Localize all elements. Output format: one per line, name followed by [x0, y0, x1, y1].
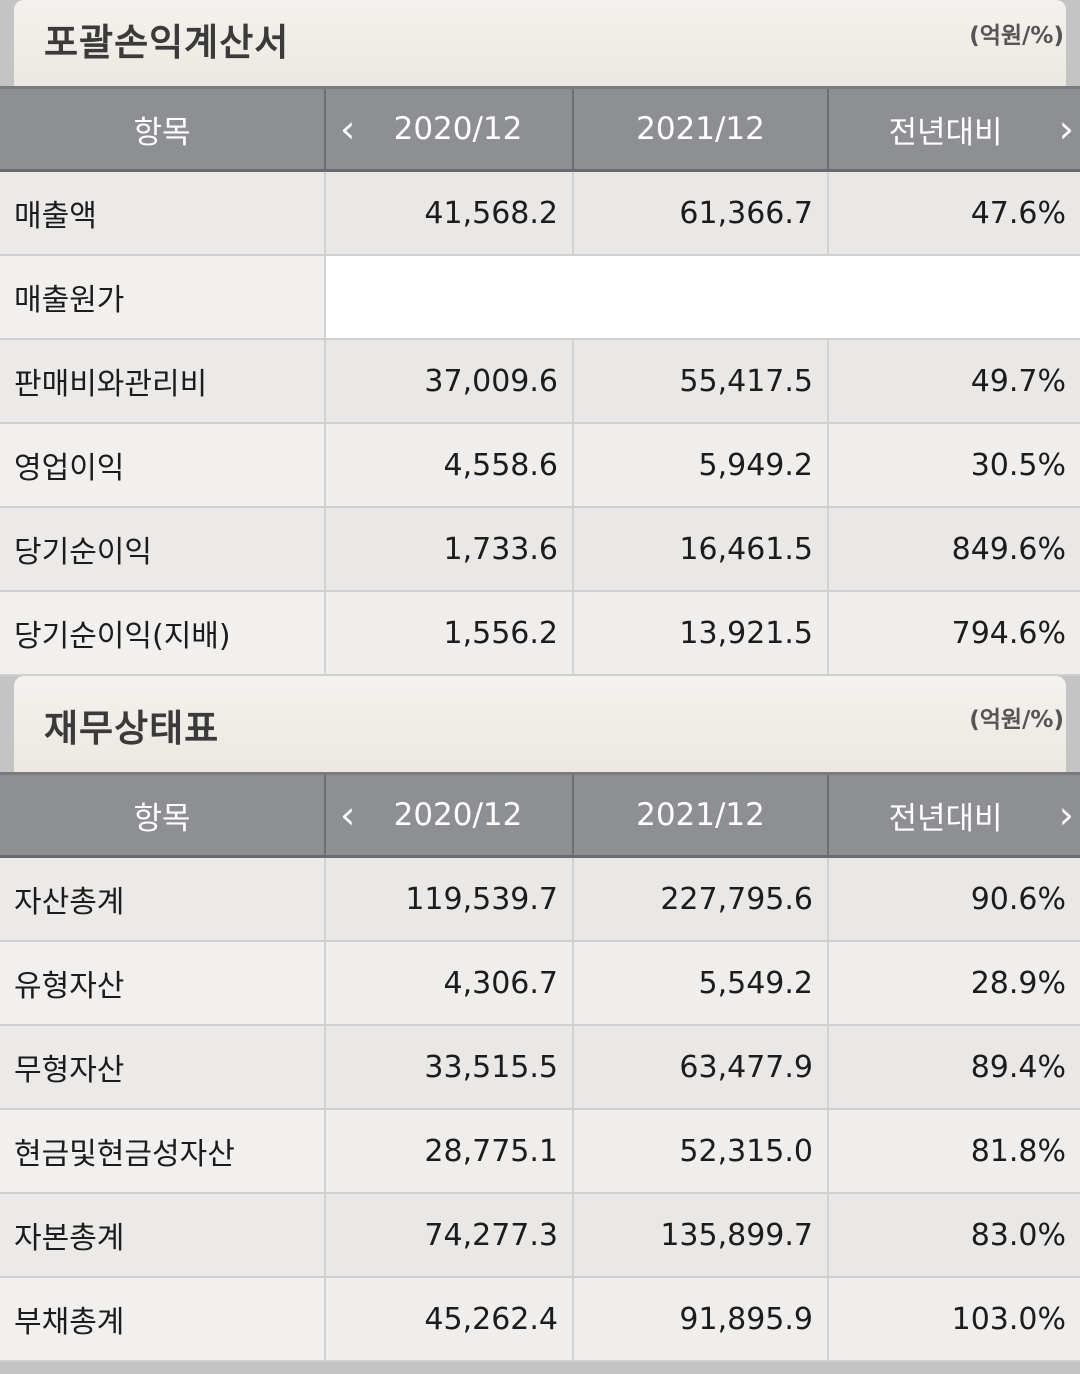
- balance-sheet-table: 항목 ‹ 2020/12 2021/12 전년대비 › 자산총계 119,539…: [0, 772, 1080, 1362]
- row-label: 판매비와관리비: [0, 339, 326, 424]
- empty-value-cell: [325, 255, 1080, 340]
- value-yoy: 30.5%: [828, 423, 1080, 508]
- table-row: 당기순이익(지배) 1,556.2 13,921.5 794.6%: [0, 591, 1080, 676]
- income-statement-unit: (억원/%): [969, 23, 1064, 49]
- table-row: 현금및현금성자산 28,775.1 52,315.0 81.8%: [0, 1109, 1080, 1194]
- row-label: 당기순이익: [0, 507, 326, 592]
- chevron-left-icon[interactable]: ‹: [340, 793, 356, 837]
- value-yoy: 28.9%: [828, 941, 1080, 1026]
- value-yoy: 794.6%: [828, 591, 1080, 676]
- column-header-yoy-label: 전년대비: [888, 800, 1003, 837]
- column-header-yoy[interactable]: 전년대비 ›: [828, 772, 1080, 858]
- table-row: 자본총계 74,277.3 135,899.7 83.0%: [0, 1193, 1080, 1278]
- table-row: 자산총계 119,539.7 227,795.6 90.6%: [0, 856, 1080, 942]
- value-2021: 135,899.7: [573, 1193, 829, 1278]
- table-row: 당기순이익 1,733.6 16,461.5 849.6%: [0, 507, 1080, 592]
- balance-sheet-title: 재무상태표: [44, 707, 220, 750]
- value-yoy: 90.6%: [828, 856, 1080, 942]
- column-header-item: 항목: [0, 772, 326, 858]
- value-2020: 28,775.1: [325, 1109, 574, 1194]
- table-row: 매출액 41,568.2 61,366.7 47.6%: [0, 170, 1080, 256]
- bottom-edge: [0, 1362, 1080, 1374]
- row-label: 현금및현금성자산: [0, 1109, 326, 1194]
- table-row: 무형자산 33,515.5 63,477.9 89.4%: [0, 1025, 1080, 1110]
- value-yoy: 83.0%: [828, 1193, 1080, 1278]
- balance-sheet-header-row: 항목 ‹ 2020/12 2021/12 전년대비 ›: [0, 772, 1080, 858]
- column-header-2021: 2021/12: [573, 772, 829, 858]
- value-yoy: 89.4%: [828, 1025, 1080, 1110]
- value-2020: 119,539.7: [325, 856, 574, 942]
- value-2021: 63,477.9: [573, 1025, 829, 1110]
- value-yoy: 849.6%: [828, 507, 1080, 592]
- row-label: 매출액: [0, 170, 326, 256]
- row-label: 부채총계: [0, 1277, 326, 1362]
- table-row: 유형자산 4,306.7 5,549.2 28.9%: [0, 941, 1080, 1026]
- row-label: 당기순이익(지배): [0, 591, 326, 676]
- chevron-right-icon[interactable]: ›: [1058, 793, 1074, 837]
- column-header-yoy-label: 전년대비: [888, 114, 1003, 151]
- chevron-left-icon[interactable]: ‹: [340, 107, 356, 151]
- value-2020: 4,306.7: [325, 941, 574, 1026]
- value-2020: 45,262.4: [325, 1277, 574, 1362]
- row-label: 자본총계: [0, 1193, 326, 1278]
- income-statement-table: 항목 ‹ 2020/12 2021/12 전년대비 › 매출액 41,568.2…: [0, 86, 1080, 676]
- balance-sheet-header: 재무상태표 (억원/%): [14, 676, 1066, 772]
- chevron-right-icon[interactable]: ›: [1058, 107, 1074, 151]
- row-label: 영업이익: [0, 423, 326, 508]
- row-label: 유형자산: [0, 941, 326, 1026]
- value-2020: 33,515.5: [325, 1025, 574, 1110]
- table-row: 판매비와관리비 37,009.6 55,417.5 49.7%: [0, 339, 1080, 424]
- column-header-item: 항목: [0, 86, 326, 172]
- value-2020: 37,009.6: [325, 339, 574, 424]
- value-yoy: 81.8%: [828, 1109, 1080, 1194]
- value-yoy: 47.6%: [828, 170, 1080, 256]
- value-yoy: 103.0%: [828, 1277, 1080, 1362]
- balance-sheet-unit: (억원/%): [969, 707, 1064, 733]
- row-label: 무형자산: [0, 1025, 326, 1110]
- income-statement-header-row: 항목 ‹ 2020/12 2021/12 전년대비 ›: [0, 86, 1080, 172]
- value-2021: 13,921.5: [573, 591, 829, 676]
- value-2020: 1,733.6: [325, 507, 574, 592]
- column-header-2020[interactable]: ‹ 2020/12: [325, 772, 574, 858]
- value-2021: 91,895.9: [573, 1277, 829, 1362]
- value-2020: 1,556.2: [325, 591, 574, 676]
- column-header-2020-label: 2020/12: [393, 797, 523, 833]
- table-row: 부채총계 45,262.4 91,895.9 103.0%: [0, 1277, 1080, 1362]
- table-row: 영업이익 4,558.6 5,949.2 30.5%: [0, 423, 1080, 508]
- value-2020: 74,277.3: [325, 1193, 574, 1278]
- income-statement-title: 포괄손익계산서: [44, 21, 290, 64]
- column-header-2020-label: 2020/12: [393, 111, 523, 147]
- value-2021: 55,417.5: [573, 339, 829, 424]
- value-2021: 52,315.0: [573, 1109, 829, 1194]
- column-header-2021: 2021/12: [573, 86, 829, 172]
- table-row: 매출원가: [0, 255, 1080, 340]
- row-label: 매출원가: [0, 255, 326, 340]
- income-statement-header: 포괄손익계산서 (억원/%): [14, 0, 1066, 86]
- column-header-2020[interactable]: ‹ 2020/12: [325, 86, 574, 172]
- value-2021: 61,366.7: [573, 170, 829, 256]
- value-2021: 5,549.2: [573, 941, 829, 1026]
- column-header-yoy[interactable]: 전년대비 ›: [828, 86, 1080, 172]
- value-2021: 16,461.5: [573, 507, 829, 592]
- row-label: 자산총계: [0, 856, 326, 942]
- value-2021: 5,949.2: [573, 423, 829, 508]
- value-2020: 4,558.6: [325, 423, 574, 508]
- value-yoy: 49.7%: [828, 339, 1080, 424]
- value-2020: 41,568.2: [325, 170, 574, 256]
- value-2021: 227,795.6: [573, 856, 829, 942]
